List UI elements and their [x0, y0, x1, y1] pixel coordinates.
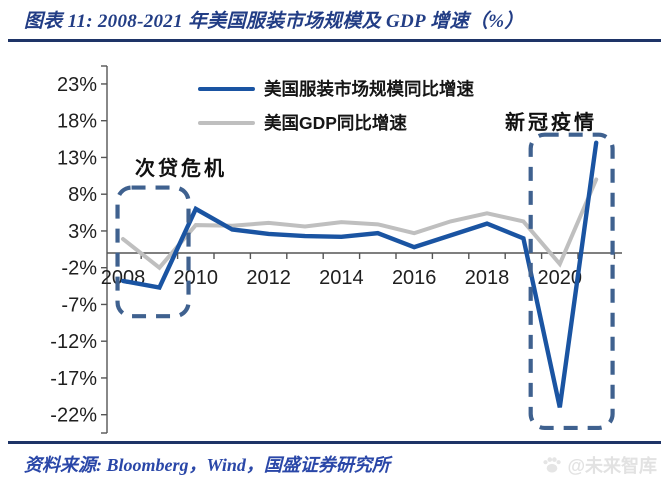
x-tick-label: 2020	[538, 267, 583, 289]
gdp-line-swatch	[198, 120, 255, 125]
y-tick-label: 8%	[68, 184, 97, 206]
y-tick-label: -12%	[50, 331, 97, 353]
legend-item-apparel: 美国服装市场规模同比增速	[198, 76, 474, 101]
watermark-text: @未来智库	[567, 456, 657, 476]
figure-title: 图表 11: 2008-2021 年美国服装市场规模及 GDP 增速（%）	[24, 11, 524, 32]
y-tick-label: 3%	[68, 221, 97, 243]
watermark: @未来智库	[541, 452, 657, 478]
y-tick-label: -2%	[61, 258, 97, 280]
chart-legend: 美国服装市场规模同比增速 美国GDP同比增速	[198, 76, 474, 135]
y-tick-label: 23%	[57, 74, 97, 96]
y-tick-label: 13%	[57, 147, 97, 169]
y-tick-label: -17%	[50, 368, 97, 390]
x-tick-label: 2010	[174, 267, 219, 289]
y-tick-label: -7%	[61, 294, 97, 316]
y-tick-label: 18%	[57, 111, 97, 133]
x-tick-label: 2016	[392, 267, 437, 289]
paw-icon	[543, 457, 562, 473]
legend-label-apparel: 美国服装市场规模同比增速	[264, 79, 474, 99]
annotation-covid-box	[528, 132, 615, 431]
legend-label-gdp: 美国GDP同比增速	[264, 113, 407, 133]
apparel-series-line	[120, 140, 599, 408]
title-divider	[8, 39, 661, 42]
annotation-covid-label: 新冠疫情	[505, 112, 597, 134]
x-tick-label: 2018	[465, 267, 510, 289]
footer-divider	[8, 441, 661, 444]
x-tick-label: 2012	[246, 267, 291, 289]
source-text: 资料来源: Bloomberg，Wind，国盛证券研究所	[24, 455, 390, 475]
y-tick-label: -22%	[50, 405, 97, 427]
apparel-line-swatch	[198, 86, 255, 91]
x-tick-label: 2014	[319, 267, 364, 289]
annotation-subprime-label: 次贷危机	[135, 158, 227, 180]
legend-item-gdp: 美国GDP同比增速	[198, 110, 474, 135]
gdp-series-line	[121, 177, 599, 271]
